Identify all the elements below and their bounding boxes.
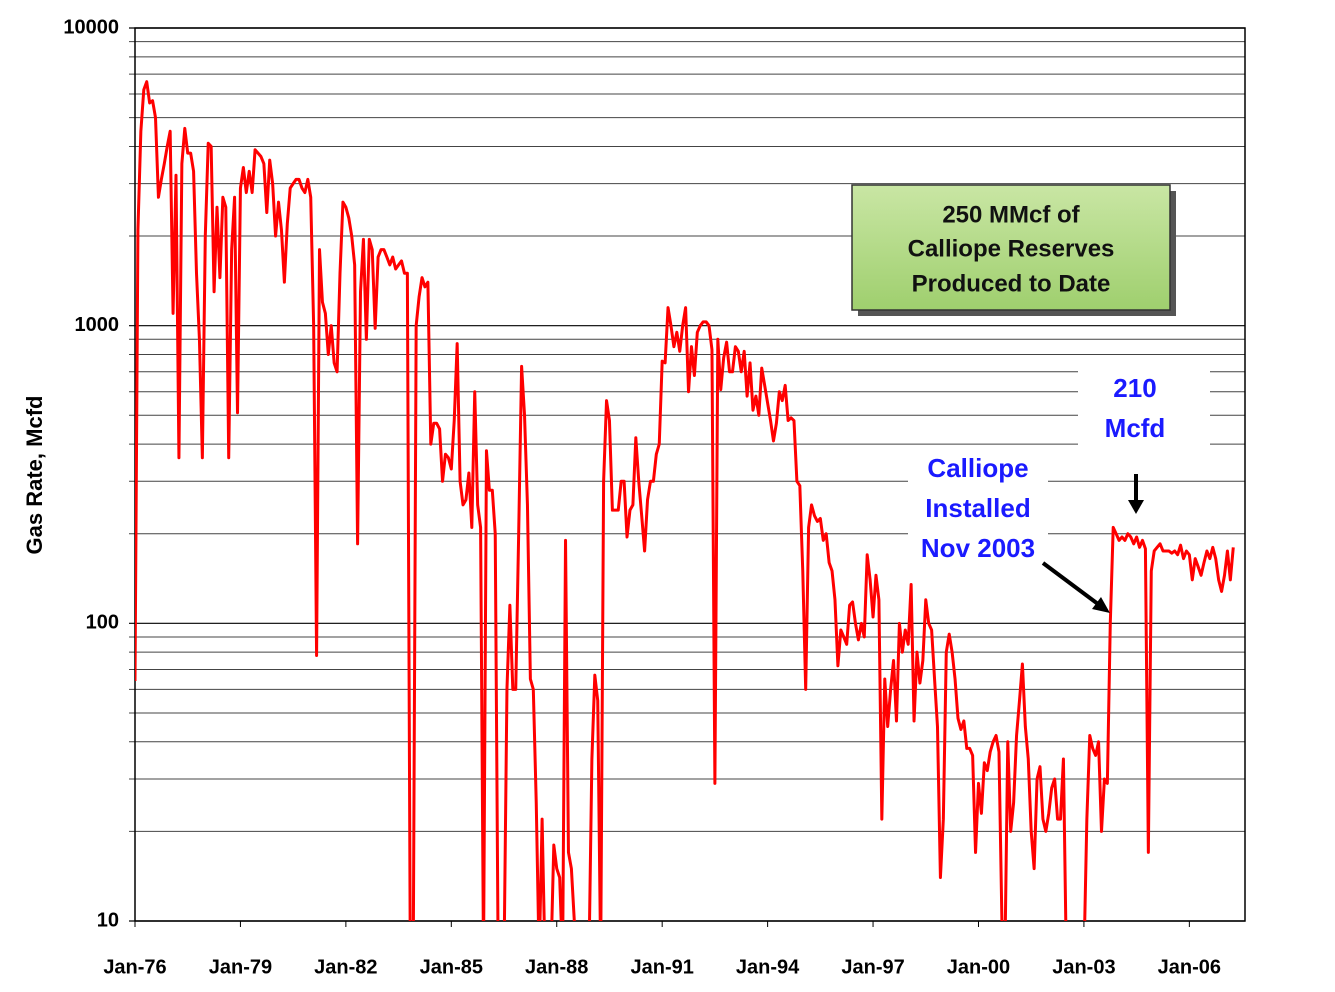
y-tick-label: 10000	[63, 16, 119, 38]
annotation-text: Calliope Reserves	[908, 235, 1115, 262]
y-axis-label: Gas Rate, Mcfd	[22, 396, 47, 555]
labels: 10 100 1000 10000 Jan-76 Jan-79 Jan-82 Jan-85 Ja…	[63, 16, 1221, 978]
x-tick-label: Jan-91	[630, 956, 693, 978]
x-tick-label: Jan-76	[103, 956, 166, 978]
x-tick-label: Jan-88	[525, 956, 588, 978]
annotation-bg	[908, 448, 1048, 568]
annotation-box	[851, 184, 1171, 311]
data-line	[135, 80, 1235, 921]
x-tick-label: Jan-03	[1052, 956, 1115, 978]
arrow	[1041, 561, 1104, 609]
x-tick-label: Jan-79	[209, 956, 272, 978]
arrow-head	[1092, 597, 1110, 613]
marks	[135, 80, 1235, 921]
x-tick-label: Jan-00	[947, 956, 1010, 978]
annotation-text: Produced to Date	[912, 270, 1111, 297]
x-tick-label: Jan-97	[841, 956, 904, 978]
annotation-text: Mcfd	[1105, 413, 1166, 443]
arrow-head	[1128, 500, 1144, 514]
x-tick-label: Jan-94	[736, 956, 800, 978]
y-tick-label: 1000	[75, 314, 120, 336]
x-tick-label: Jan-85	[420, 956, 483, 978]
y-tick-label: 10	[97, 909, 119, 931]
y-tick-label: 100	[86, 612, 119, 634]
annotation-bg	[1078, 368, 1210, 448]
annotation-text: 210	[1113, 373, 1156, 403]
annotation-text: 250 MMcf of	[942, 201, 1080, 228]
annotation-text: Installed	[925, 493, 1030, 523]
x-tick-label: Jan-82	[314, 956, 377, 978]
annotation-text: Nov 2003	[921, 533, 1035, 563]
x-tick-label: Jan-06	[1158, 956, 1221, 978]
annotation-text: Calliope	[927, 453, 1028, 483]
